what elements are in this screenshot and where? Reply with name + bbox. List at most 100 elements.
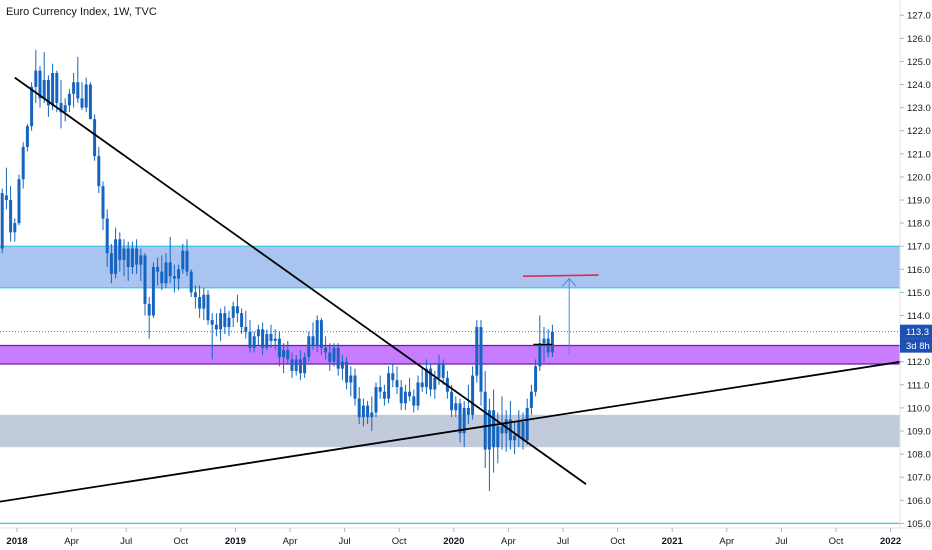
- candle-body: [130, 248, 134, 267]
- candle-body: [408, 391, 412, 397]
- price-tick-label: 117.0: [907, 242, 930, 253]
- candle-body: [143, 255, 147, 304]
- price-tick-label: 115.0: [907, 288, 930, 299]
- candle-body: [46, 79, 50, 106]
- time-tick-label: Oct: [392, 536, 407, 547]
- candle-body: [429, 368, 433, 390]
- price-tick-label: 107.0: [907, 473, 931, 484]
- time-tick-label: Jul: [775, 536, 787, 547]
- candle-body: [412, 396, 416, 406]
- candle-body: [454, 403, 458, 411]
- candle-body: [97, 156, 101, 187]
- candle-body: [328, 352, 332, 362]
- candle-body: [202, 294, 206, 309]
- time-tick-label: Apr: [719, 536, 734, 547]
- candle-body: [290, 359, 294, 371]
- candle-body: [13, 223, 17, 233]
- price-tick-label: 124.0: [907, 80, 931, 91]
- candle-body: [319, 320, 323, 348]
- candle-body: [252, 336, 256, 348]
- candle-body: [114, 239, 118, 274]
- candle-body: [30, 86, 34, 127]
- candle-body: [340, 361, 344, 369]
- candle-body: [172, 276, 176, 279]
- candle-body: [118, 239, 122, 261]
- candle-body: [361, 405, 365, 418]
- price-tick-label: 125.0: [907, 57, 931, 68]
- candle-body: [80, 98, 84, 108]
- candle-body: [231, 306, 235, 318]
- candle-body: [109, 253, 113, 274]
- price-tick-label: 116.0: [907, 265, 930, 276]
- price-axis[interactable]: 127.0 126.0 125.0 124.0 123.0 122.0 121.0 120.0…: [900, 11, 931, 530]
- price-tick-label: 109.0: [907, 426, 931, 437]
- candle-body: [487, 410, 491, 450]
- candle-body: [324, 347, 328, 353]
- time-axis[interactable]: 2018 Apr Jul Oct 2019 Apr Jul Oct 2020 Apr Jul Oct 2…: [6, 528, 901, 547]
- candle-body: [51, 72, 55, 106]
- time-tick-label: 2018: [6, 536, 27, 547]
- candle-body: [261, 329, 265, 348]
- drawings: [0, 76, 902, 503]
- candle-body: [219, 313, 223, 330]
- candle-body: [21, 146, 25, 180]
- candle-body: [286, 350, 290, 360]
- candle-body: [513, 435, 517, 441]
- candle-body: [550, 331, 554, 353]
- candle-body: [437, 364, 441, 378]
- candle-body: [135, 248, 139, 265]
- candle-body: [4, 195, 8, 201]
- candle-body: [546, 338, 550, 353]
- candle-body: [382, 391, 386, 399]
- target-line: [522, 274, 599, 278]
- candle-body: [357, 398, 361, 418]
- candle-body: [433, 377, 437, 390]
- candle-body: [189, 271, 193, 293]
- price-tick-label: 118.0: [907, 219, 930, 230]
- time-tick-label: Apr: [283, 536, 298, 547]
- candle-body: [256, 329, 260, 337]
- candle-body: [181, 250, 185, 270]
- candle-body: [160, 271, 164, 284]
- candle-body: [521, 421, 525, 441]
- price-tick-label: 114.0: [907, 311, 930, 322]
- candle-body: [17, 179, 21, 224]
- candle-body: [164, 262, 168, 284]
- candle-body: [273, 338, 277, 341]
- candle-body: [345, 361, 349, 383]
- candle-body: [210, 320, 214, 325]
- time-tick-label: Jul: [339, 536, 351, 547]
- time-tick-label: Apr: [501, 536, 516, 547]
- candle-body: [67, 93, 71, 106]
- time-tick-label: 2020: [443, 536, 464, 547]
- candle-body: [403, 391, 407, 404]
- candle-body: [42, 79, 46, 99]
- candle-body: [223, 313, 227, 328]
- candle-body: [93, 119, 97, 157]
- countdown-label: 3d 8h: [906, 341, 930, 352]
- candle-body: [529, 391, 533, 408]
- candle-body: [265, 333, 269, 348]
- current-price-badge: [900, 324, 932, 339]
- candle-body: [370, 412, 374, 418]
- candle-body: [126, 248, 130, 267]
- candle-body: [466, 407, 470, 415]
- price-tick-label: 110.0: [907, 403, 930, 414]
- candle-body: [307, 336, 311, 358]
- price-tick-label: 120.0: [907, 172, 931, 183]
- candle-body: [387, 373, 391, 399]
- candle-body: [177, 269, 181, 279]
- time-tick-label: Apr: [64, 536, 79, 547]
- candle-body: [38, 70, 42, 99]
- candle-body: [248, 331, 252, 348]
- horizontal-zones: [0, 245, 900, 524]
- candle-body: [349, 375, 353, 383]
- candle-body: [25, 126, 29, 147]
- candle-body: [240, 313, 244, 328]
- candle-body: [483, 391, 487, 450]
- price-tick-label: 119.0: [907, 196, 930, 207]
- candle-body: [185, 250, 189, 272]
- price-tick-label: 123.0: [907, 103, 931, 114]
- candle-body: [458, 403, 462, 434]
